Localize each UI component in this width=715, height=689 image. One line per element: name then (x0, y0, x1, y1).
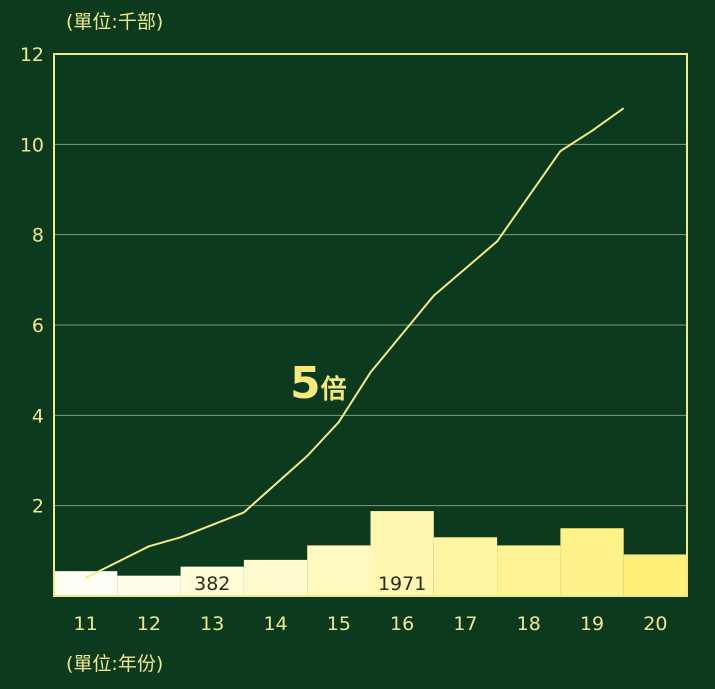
bar (307, 545, 371, 596)
y-tick-label: 12 (20, 44, 44, 66)
trend-line-group (85, 107, 625, 579)
bar (433, 537, 498, 596)
bar (243, 559, 308, 596)
y-tick-label: 2 (32, 496, 44, 518)
y-tick-label: 8 (32, 225, 44, 247)
x-unit-label: (單位:年份) (66, 653, 163, 675)
plot-frame (53, 53, 688, 597)
bar-data-labels: 382 1971 (194, 573, 426, 595)
y-tick-labels: 2 4 6 8 10 12 (20, 44, 44, 518)
bar-data-label: 1971 (378, 573, 426, 595)
bar (623, 554, 687, 596)
bar (560, 528, 624, 596)
bar-data-label: 382 (194, 573, 230, 595)
x-tick-label: 12 (137, 613, 161, 635)
bar (180, 566, 244, 596)
trend-line (85, 107, 625, 579)
bar (117, 575, 181, 596)
bar (54, 571, 118, 596)
bar (370, 511, 434, 596)
y-tick-label: 10 (20, 134, 44, 156)
bars (54, 511, 687, 596)
x-tick-label: 13 (200, 613, 224, 635)
y-tick-label: 6 (32, 315, 44, 337)
x-tick-label: 20 (643, 613, 667, 635)
y-unit-label: (單位:千部) (66, 11, 163, 33)
bar (497, 545, 561, 596)
x-tick-labels: 11 12 13 14 15 16 17 18 19 20 (74, 613, 668, 635)
x-tick-label: 19 (580, 613, 604, 635)
x-tick-label: 14 (263, 613, 287, 635)
x-tick-label: 15 (327, 613, 351, 635)
x-tick-label: 18 (517, 613, 541, 635)
annotation-multiplier: 5倍 (290, 358, 347, 409)
x-tick-label: 11 (74, 613, 98, 635)
gridlines (54, 53, 687, 507)
x-tick-label: 17 (453, 613, 477, 635)
y-tick-label: 4 (32, 405, 44, 427)
x-tick-label: 16 (390, 613, 414, 635)
